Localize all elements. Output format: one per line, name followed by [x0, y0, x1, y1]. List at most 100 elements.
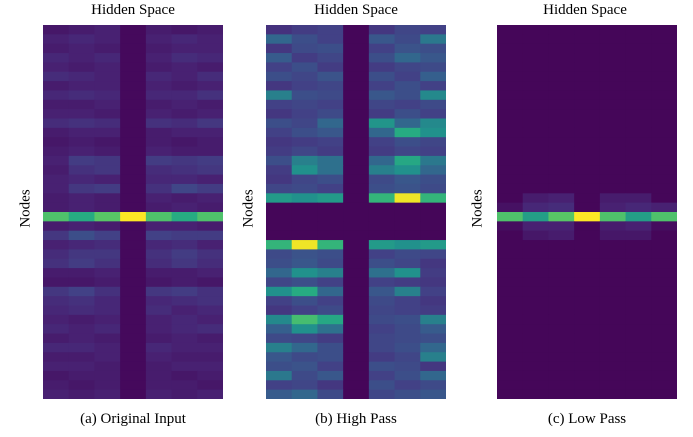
heatmap-cell — [574, 183, 601, 194]
heatmap-cell — [548, 305, 575, 316]
heatmap-cell — [522, 221, 550, 232]
heatmap-cell — [197, 165, 223, 176]
heatmap-cell — [43, 277, 70, 288]
heatmap-cell — [171, 99, 198, 110]
heatmap-cell — [197, 258, 223, 269]
heatmap-cell — [548, 324, 575, 335]
heatmap-cell — [197, 193, 223, 204]
heatmap-cell — [68, 249, 96, 260]
heatmap-cell — [599, 305, 627, 316]
heatmap-cell — [94, 146, 121, 157]
heatmap-cell — [394, 53, 421, 63]
heatmap-cell — [651, 183, 677, 194]
heatmap-cell — [368, 324, 396, 335]
heatmap-cell — [120, 389, 147, 399]
heatmap-cell — [625, 118, 652, 129]
heatmap-cell — [548, 118, 575, 129]
heatmap-cell — [43, 324, 70, 335]
heatmap-cell — [394, 43, 421, 54]
heatmap-cell — [420, 174, 446, 185]
heatmap-cell — [368, 249, 396, 260]
heatmap-cell — [574, 361, 601, 372]
heatmap-cell — [266, 268, 293, 279]
panel-b-title: Hidden Space — [314, 2, 398, 18]
heatmap-cell — [548, 202, 575, 213]
heatmap-cell — [171, 174, 198, 185]
heatmap-cell — [266, 109, 293, 120]
heatmap-cell — [420, 333, 446, 344]
heatmap-cell — [394, 277, 421, 288]
heatmap-cell — [574, 240, 601, 250]
heatmap-cell — [145, 34, 173, 45]
heatmap-cell — [599, 389, 627, 399]
heatmap-cell — [548, 361, 575, 372]
heatmap-cell — [420, 258, 446, 269]
heatmap-cell — [548, 155, 575, 166]
heatmap-cell — [291, 230, 319, 241]
heatmap-cell — [291, 118, 319, 129]
heatmap-cell — [120, 240, 147, 250]
heatmap-cell — [291, 324, 319, 335]
heatmap-cell — [394, 342, 421, 353]
heatmap-cell — [497, 342, 524, 353]
heatmap-cell — [266, 277, 293, 288]
heatmap-cell — [343, 296, 370, 307]
heatmap-cell — [343, 81, 370, 92]
heatmap-cell — [368, 230, 396, 241]
heatmap-cell — [197, 389, 223, 399]
heatmap-cell — [394, 174, 421, 185]
heatmap-cell — [291, 352, 319, 363]
heatmap-cell — [497, 389, 524, 399]
heatmap-cell — [625, 342, 652, 353]
heatmap-cell — [171, 53, 198, 63]
heatmap-cell — [394, 146, 421, 157]
heatmap-cell — [266, 352, 293, 363]
heatmap-cell — [291, 389, 319, 399]
heatmap-cell — [266, 137, 293, 148]
heatmap-cell — [497, 324, 524, 335]
heatmap-cell — [266, 25, 293, 35]
heatmap-cell — [266, 296, 293, 307]
heatmap-cell — [291, 53, 319, 63]
heatmap-cell — [317, 296, 344, 307]
heatmap-cell — [171, 202, 198, 213]
heatmap-cell — [420, 118, 446, 129]
heatmap-cell — [548, 90, 575, 101]
heatmap-cell — [522, 212, 550, 222]
heatmap-cell — [343, 193, 370, 204]
heatmap-cell — [120, 165, 147, 176]
heatmap-cell — [343, 62, 370, 73]
heatmap-cell — [343, 249, 370, 260]
heatmap-cell — [368, 352, 396, 363]
heatmap-cell — [68, 389, 96, 399]
heatmap-cell — [420, 90, 446, 101]
heatmap-cell — [197, 146, 223, 157]
heatmap-cell — [368, 155, 396, 166]
heatmap-cell — [574, 174, 601, 185]
heatmap-cell — [625, 81, 652, 92]
heatmap-cell — [94, 99, 121, 110]
heatmap-cell — [343, 127, 370, 138]
heatmap-cell — [68, 165, 96, 176]
heatmap-cell — [548, 81, 575, 92]
heatmap-cell — [266, 389, 293, 399]
heatmap-cell — [548, 53, 575, 63]
heatmap-cell — [145, 314, 173, 325]
heatmap-cell — [343, 146, 370, 157]
heatmap-cell — [368, 53, 396, 63]
heatmap-cell — [291, 342, 319, 353]
heatmap-cell — [317, 137, 344, 148]
heatmap-cell — [171, 71, 198, 82]
heatmap-cell — [420, 109, 446, 120]
heatmap-cell — [68, 212, 96, 222]
heatmap-cell — [574, 127, 601, 138]
heatmap-cell — [120, 212, 147, 222]
heatmap-cell — [651, 99, 677, 110]
heatmap-cell — [145, 361, 173, 372]
heatmap-cell — [368, 174, 396, 185]
heatmap-cell — [574, 286, 601, 297]
heatmap-cell — [368, 212, 396, 222]
heatmap-cell — [68, 202, 96, 213]
heatmap-cell — [599, 277, 627, 288]
heatmap-cell — [171, 118, 198, 129]
